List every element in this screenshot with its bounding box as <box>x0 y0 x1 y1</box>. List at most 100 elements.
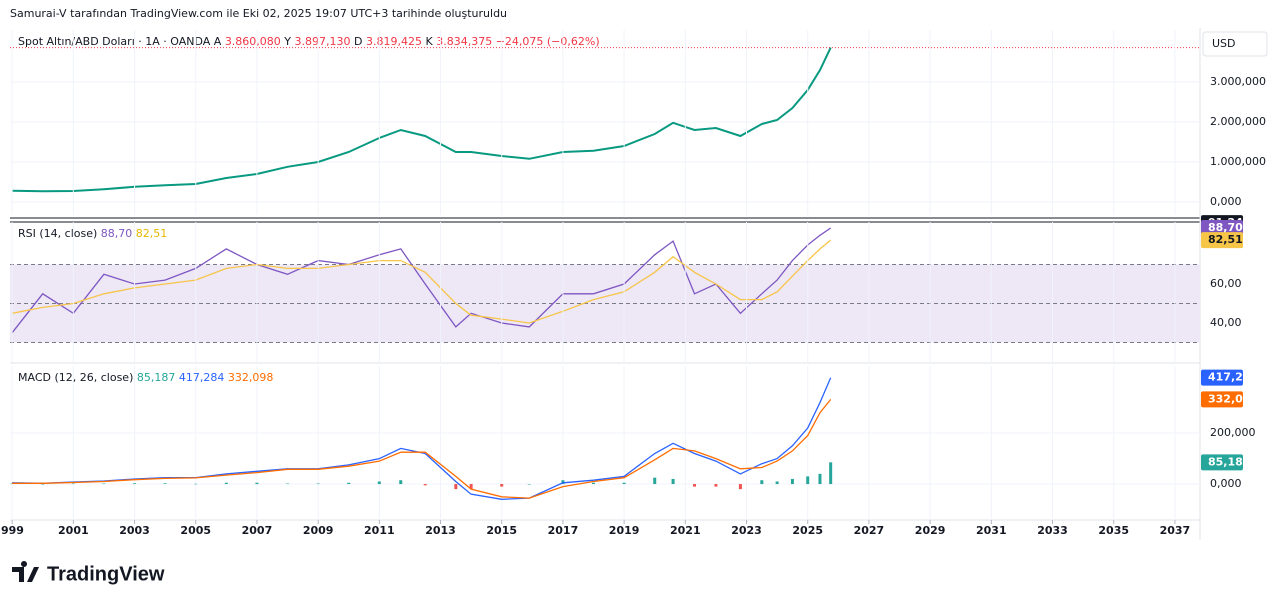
x-tick-label: 999 <box>1 524 24 537</box>
y-tick-label: 0,000 <box>1210 195 1242 208</box>
histogram-bar <box>500 484 504 487</box>
histogram-bar <box>224 482 228 485</box>
histogram-bar <box>818 473 822 485</box>
histogram-bar <box>592 482 596 485</box>
histogram-bar <box>347 482 351 485</box>
readout-label: 85,187 <box>1208 455 1250 468</box>
legend-value: 417,284 <box>179 371 225 384</box>
ohlc-label: K <box>425 35 433 48</box>
histogram-bar <box>653 477 657 485</box>
histogram-bar <box>760 480 764 485</box>
x-tick-label: 2029 <box>915 524 946 537</box>
histogram-bar <box>714 484 718 487</box>
x-tick-label: 2023 <box>731 524 762 537</box>
histogram-bar <box>671 478 675 485</box>
x-tick-label: 2033 <box>1037 524 1068 537</box>
histogram-bar <box>561 480 565 485</box>
brand: TradingView <box>47 563 165 585</box>
ohlc-label: D <box>354 35 362 48</box>
x-tick-label: 2019 <box>609 524 640 537</box>
histogram-bar <box>133 483 137 485</box>
x-tick-label: 2037 <box>1160 524 1191 537</box>
histogram-bar <box>469 484 473 490</box>
legend-value: 85,187 <box>137 371 176 384</box>
readout-label: 88,70 <box>1208 221 1243 234</box>
y-tick-label: 40,00 <box>1210 316 1242 329</box>
histogram-bar <box>738 484 742 490</box>
x-tick-label: 2031 <box>976 524 1007 537</box>
histogram-bar <box>255 482 259 485</box>
x-tick-label: 2007 <box>242 524 273 537</box>
histogram-bar <box>622 482 626 485</box>
histogram-bar <box>316 483 320 485</box>
legend: Spot Altın/ABD Doları · 1A · OANDA A 3.8… <box>18 35 600 48</box>
logo-mark <box>12 560 39 582</box>
histogram-bar <box>829 462 833 485</box>
series-line <box>11 227 832 334</box>
histogram-bar <box>790 478 794 485</box>
readout-box <box>1201 220 1243 237</box>
legend-title: Spot Altın/ABD Doları · 1A · OANDA <box>18 35 211 48</box>
histogram-bar <box>71 483 75 485</box>
histogram-bar <box>377 481 381 485</box>
readout-box <box>1201 232 1243 249</box>
legend-value: 82,51 <box>136 227 168 240</box>
series-line <box>12 47 832 193</box>
ohlc-value: 3.860,080 <box>225 35 281 48</box>
readout-box <box>1201 369 1243 386</box>
readout-box <box>1201 391 1243 408</box>
y-tick-label: 60,00 <box>1210 277 1242 290</box>
readout-label: 417,284 <box>1208 371 1258 384</box>
x-tick-label: 2003 <box>119 524 150 537</box>
y-tick-label: 200,000 <box>1210 426 1256 439</box>
histogram-bar <box>423 484 427 486</box>
histogram-bar <box>806 476 810 485</box>
readout-box <box>1201 454 1243 471</box>
histogram-bar <box>775 481 779 485</box>
y-tick-label: 2.000,000 <box>1210 115 1266 128</box>
x-tick-label: 2011 <box>364 524 395 537</box>
histogram-bar <box>286 483 290 485</box>
ohlc-value: 3.897,130 <box>295 35 351 48</box>
x-tick-label: 2025 <box>792 524 823 537</box>
legend-value: 88,70 <box>101 227 133 240</box>
ohlc-value: 3.819,425 <box>366 35 422 48</box>
histogram-bar <box>41 484 45 485</box>
currency: USD <box>1212 37 1236 50</box>
histogram-bar <box>454 484 458 490</box>
y-tick-label: 3.000,000 <box>1210 75 1266 88</box>
caption: Samurai-V tarafından TradingView.com ile… <box>10 7 507 20</box>
ohlc-label: A <box>214 35 222 48</box>
readout-label: 82,51 <box>1208 233 1243 246</box>
legend: MACD (12, 26, close) 85,187 417,284 332,… <box>18 371 273 384</box>
y-tick-label: 0,000 <box>1210 477 1242 490</box>
readout-label: 332,098 <box>1208 392 1258 405</box>
x-tick-label: 2009 <box>303 524 334 537</box>
x-tick-label: 2035 <box>1098 524 1129 537</box>
legend-value: 332,098 <box>228 371 274 384</box>
x-tick-label: 2017 <box>548 524 579 537</box>
x-tick-label: 2015 <box>486 524 517 537</box>
legend: RSI (14, close) 88,70 82,51 <box>18 227 167 240</box>
ohlc-value: 3.834,375 <box>436 35 492 48</box>
series-line <box>11 239 832 324</box>
x-tick-label: 2013 <box>425 524 456 537</box>
x-tick-label: 2021 <box>670 524 701 537</box>
legend-title: RSI (14, close) <box>18 227 97 240</box>
histogram-bar <box>527 484 531 485</box>
x-tick-label: 2005 <box>180 524 211 537</box>
histogram-bar <box>194 483 198 485</box>
series-line <box>12 398 832 499</box>
logo: TradingView <box>12 560 165 585</box>
histogram-bar <box>102 483 106 485</box>
histogram-bar <box>163 483 167 485</box>
ohlc-label: Y <box>283 35 291 48</box>
legend-title: MACD (12, 26, close) <box>18 371 133 384</box>
x-tick-label: 2001 <box>58 524 89 537</box>
x-tick-label: 2027 <box>854 524 885 537</box>
y-tick-label: 1.000,000 <box>1210 155 1266 168</box>
change: −24,075 (−0,62%) <box>496 35 600 48</box>
currency-box <box>1202 31 1268 57</box>
histogram-bar <box>693 484 697 487</box>
